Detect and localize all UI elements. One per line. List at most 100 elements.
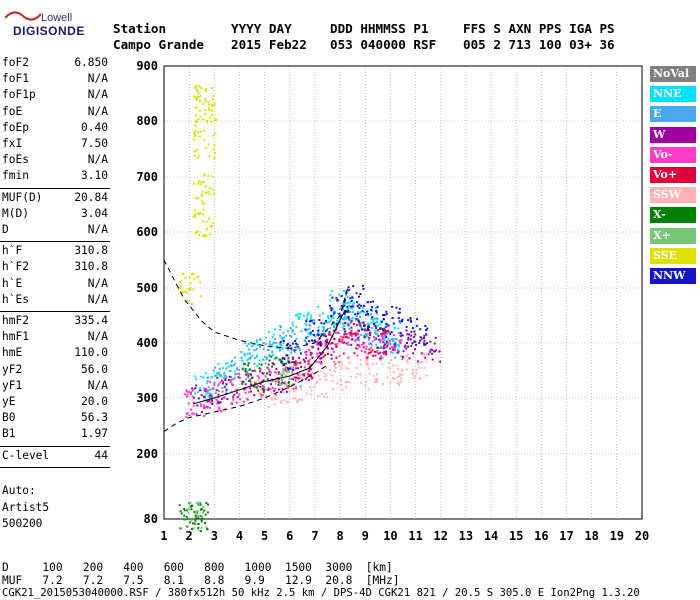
data-point (203, 233, 206, 236)
data-point (291, 330, 294, 333)
legend-item: W (650, 126, 696, 143)
data-point (285, 362, 288, 365)
series-nnw (279, 284, 429, 371)
data-point (361, 284, 364, 287)
data-point (416, 360, 419, 363)
data-point (212, 222, 215, 225)
data-point (225, 383, 228, 386)
footer-value: 7.5 (116, 574, 157, 587)
param-value: 3.04 (81, 206, 108, 220)
data-point (375, 310, 378, 313)
data-point (310, 389, 313, 392)
data-point (359, 373, 362, 376)
data-point (397, 317, 400, 320)
data-point (336, 298, 339, 301)
data-point (345, 380, 348, 383)
data-point (369, 301, 372, 304)
data-point (334, 362, 337, 365)
data-point (307, 373, 310, 376)
data-point (239, 398, 242, 401)
data-point (246, 371, 249, 374)
data-point (291, 358, 294, 361)
data-point (319, 370, 322, 373)
data-point (391, 351, 394, 354)
data-point (309, 353, 312, 356)
data-point (258, 362, 261, 365)
data-point (366, 322, 369, 325)
data-point (182, 272, 185, 275)
data-point (379, 327, 382, 330)
data-point (188, 276, 191, 279)
data-point (406, 333, 409, 336)
data-point (208, 399, 211, 402)
data-point (287, 368, 290, 371)
data-point (195, 106, 198, 109)
param-separator (0, 311, 110, 312)
data-point (202, 511, 205, 514)
data-point (302, 314, 305, 317)
data-point (214, 375, 217, 378)
data-point (195, 120, 198, 123)
param-row: fmin 3.10 (2, 169, 108, 183)
data-point (255, 347, 258, 350)
data-point (394, 356, 397, 359)
data-point (333, 337, 336, 340)
data-point (395, 338, 398, 341)
data-point (376, 306, 379, 309)
data-point (199, 403, 202, 406)
data-point (316, 333, 319, 336)
data-point (253, 381, 256, 384)
footer-value: 400 (116, 561, 157, 574)
data-point (365, 333, 368, 336)
data-point (205, 227, 208, 230)
param-name: MUF(D) (2, 190, 43, 204)
data-point (200, 193, 203, 196)
data-point (293, 332, 296, 335)
data-point (202, 208, 205, 211)
data-point (300, 398, 303, 401)
data-point (189, 286, 192, 289)
data-point (407, 338, 410, 341)
profile-curve (163, 364, 328, 433)
data-point (322, 351, 325, 354)
data-point (202, 220, 205, 223)
data-point (207, 143, 210, 146)
data-point (195, 511, 198, 514)
data-point (284, 374, 287, 377)
data-point (382, 318, 385, 321)
data-point (385, 335, 388, 338)
data-point (248, 368, 251, 371)
data-point (186, 291, 189, 294)
footer-value: 20.8 (318, 574, 360, 587)
data-point (197, 92, 200, 95)
series-ssw (253, 352, 428, 409)
data-point (233, 377, 236, 380)
data-point (310, 314, 313, 317)
data-point (333, 310, 336, 313)
data-point (310, 352, 313, 355)
header-row2-cell: Campo Grande (113, 37, 204, 52)
data-point (192, 404, 195, 407)
data-point (285, 390, 288, 393)
data-point (199, 115, 202, 118)
data-point (344, 330, 347, 333)
y-tick-label: 400 (136, 336, 158, 350)
data-point (246, 397, 249, 400)
data-point (197, 230, 200, 233)
y-tick-label: 600 (136, 225, 158, 239)
data-point (346, 341, 349, 344)
data-point (354, 333, 357, 336)
data-point (350, 333, 353, 336)
data-point (296, 314, 299, 317)
data-point (251, 376, 254, 379)
data-point (391, 317, 394, 320)
data-point (286, 366, 289, 369)
data-point (398, 307, 401, 310)
data-point (218, 367, 221, 370)
data-point (388, 330, 391, 333)
data-point (247, 364, 250, 367)
data-point (407, 333, 410, 336)
data-point (327, 321, 330, 324)
param-row: M(D) 3.04 (2, 207, 108, 221)
data-point (196, 404, 199, 407)
